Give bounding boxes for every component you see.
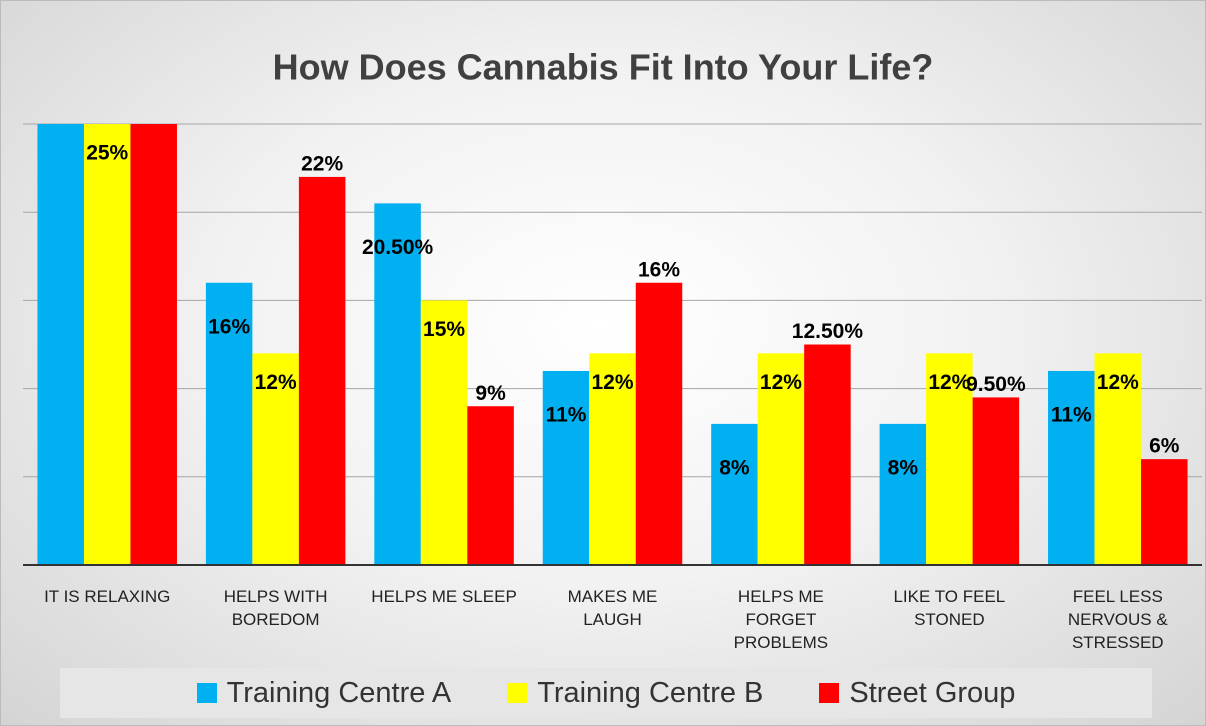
data-label: 20.50%: [362, 236, 434, 259]
bar: [711, 423, 758, 565]
data-label: 9.50%: [966, 373, 1026, 396]
x-tick-label: IT IS RELAXING: [44, 587, 171, 606]
data-label: 25%: [86, 142, 128, 165]
data-label: 15%: [423, 318, 465, 341]
x-tick-label: HELPS ME FORGET PROBLEMS: [733, 587, 829, 652]
legend: Training Centre A Training Centre B Street…: [60, 668, 1152, 718]
bar: [298, 176, 346, 566]
data-label: 12%: [255, 371, 297, 394]
x-tick-label: HELPS WITH BOREDOM: [223, 587, 328, 629]
bar: [420, 300, 468, 565]
legend-label: Training Centre B: [537, 676, 764, 709]
data-label: 12%: [760, 371, 802, 394]
data-label: 12%: [591, 371, 633, 394]
bar: [589, 353, 636, 565]
x-tick-label: FEEL LESS NERVOUS & STRESSED: [1067, 587, 1168, 652]
data-label: 11%: [1051, 404, 1092, 427]
bar: [1141, 459, 1188, 565]
bar: [1048, 370, 1095, 565]
bar: [635, 282, 683, 565]
x-tick-label: LIKE TO FEEL STONED: [893, 587, 1006, 629]
bar: [83, 124, 131, 565]
x-tick-label: MAKES ME LAUGH: [567, 587, 658, 629]
legend-label: Training Centre A: [226, 676, 452, 709]
data-label: 12%: [928, 371, 970, 394]
data-label: 16%: [208, 315, 250, 338]
bar: [37, 124, 84, 565]
bar: [542, 370, 590, 565]
legend-item: Training Centre B: [507, 677, 763, 710]
legend-swatch: [196, 683, 217, 703]
legend-label: Street Group: [849, 676, 1016, 709]
bar: [130, 124, 177, 565]
legend-item: Street Group: [819, 677, 1015, 710]
legend-swatch: [507, 683, 528, 703]
bar: [757, 353, 805, 565]
bar: [1094, 353, 1142, 565]
data-label: 11%: [546, 404, 587, 427]
bar: [205, 282, 253, 565]
data-label: 9%: [475, 382, 506, 405]
x-tick-label: HELPS ME SLEEP: [371, 587, 517, 606]
data-label: 12.50%: [792, 320, 864, 343]
bar: [972, 397, 1020, 565]
legend-swatch: [819, 683, 840, 703]
data-label: 8%: [719, 456, 750, 479]
data-label: 16%: [638, 258, 680, 281]
bar: [467, 406, 514, 565]
bar: [879, 423, 927, 565]
data-label: 8%: [888, 456, 919, 479]
bar: [252, 353, 299, 565]
bar: [926, 353, 973, 565]
legend-item: Training Centre A: [196, 676, 452, 710]
chart-title: How Does Cannabis Fit Into Your Life?: [273, 47, 934, 88]
bar: [804, 344, 851, 565]
data-label: 6%: [1149, 435, 1180, 458]
data-label: 12%: [1097, 371, 1139, 394]
bar: [374, 203, 421, 565]
data-label: 22%: [301, 152, 343, 175]
